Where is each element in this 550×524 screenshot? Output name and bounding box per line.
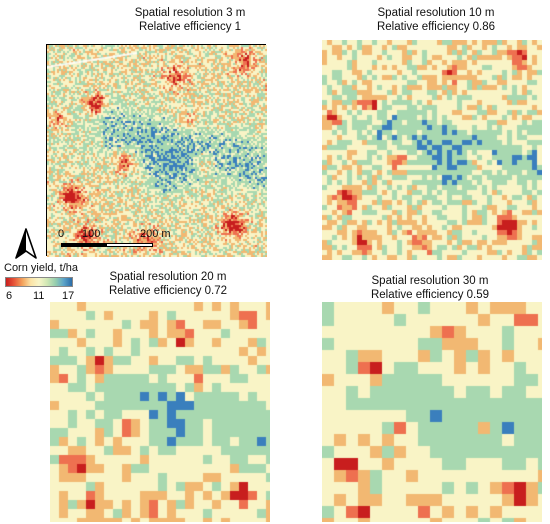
scale-bar-graphic <box>61 243 153 247</box>
yield-raster-20m <box>50 302 270 522</box>
yield-raster-10m <box>322 40 542 260</box>
scale-label-100: 100 <box>82 228 101 240</box>
panel-3m-efficiency-label: Relative efficiency 1 <box>138 21 242 33</box>
yield-raster-30m <box>322 302 542 522</box>
map-30m <box>322 302 542 522</box>
panel-10m-resolution-label: Spatial resolution 10 m <box>377 7 495 19</box>
map-20m <box>50 302 270 522</box>
map-3m <box>46 44 267 257</box>
panel-3m-title: Spatial resolution 3 m Relative efficien… <box>90 6 290 34</box>
panel-30m-title: Spatial resolution 30 m Relative efficie… <box>330 274 530 302</box>
panel-10m-efficiency-label: Relative efficiency 0.86 <box>376 21 496 33</box>
scale-label-200: 200 m <box>140 228 171 240</box>
legend-mid-label: 11 <box>33 290 45 302</box>
north-arrow-icon <box>15 228 37 259</box>
panel-30m-resolution-label: Spatial resolution 30 m <box>371 275 489 287</box>
legend-max-label: 17 <box>62 290 75 302</box>
legend-title: Corn yield, t/ha <box>4 262 78 274</box>
scale-bar: 0 100 200 m <box>58 228 248 256</box>
yield-raster-3m <box>47 45 267 257</box>
panel-20m-efficiency-label: Relative efficiency 0.72 <box>108 285 228 297</box>
legend-min-label: 6 <box>6 290 13 302</box>
panel-3m-resolution-label: Spatial resolution 3 m <box>134 7 246 19</box>
panel-30m-efficiency-label: Relative efficiency 0.59 <box>370 289 490 301</box>
panel-10m-title: Spatial resolution 10 m Relative efficie… <box>336 6 536 34</box>
legend-color-ramp <box>5 277 73 287</box>
map-10m <box>322 40 542 260</box>
panel-20m-resolution-label: Spatial resolution 20 m <box>109 271 227 283</box>
scale-label-0: 0 <box>58 228 65 240</box>
panel-20m-title: Spatial resolution 20 m Relative efficie… <box>68 270 268 298</box>
